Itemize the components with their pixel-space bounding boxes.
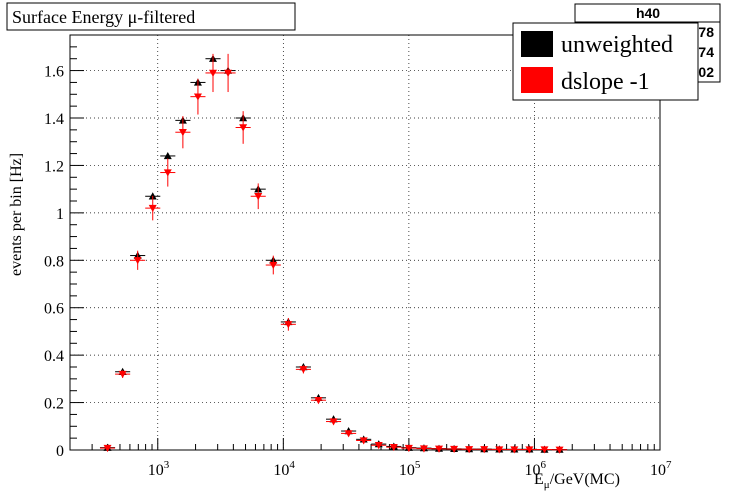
data-point (239, 124, 248, 132)
data-point (329, 418, 338, 426)
y-tick-label: 1 (56, 206, 64, 223)
data-point (465, 446, 474, 454)
legend-label-unweighted: unweighted (561, 32, 673, 58)
x-tick-label: 107 (650, 459, 672, 479)
data-point (133, 257, 142, 265)
data-point (495, 446, 504, 454)
y-tick-label: 0.2 (44, 396, 64, 413)
x-tick-labels: 103 104 105 106 107 (148, 459, 672, 479)
data-point (118, 370, 127, 379)
stats-box-title: h40 (636, 5, 660, 21)
x-axis-label: Eμ/GeV(MC) (534, 471, 620, 491)
data-point (148, 192, 157, 200)
data-point (404, 444, 413, 453)
data-point (269, 261, 278, 270)
data-point (254, 193, 263, 201)
chart-title: Surface Energy μ-filtered (12, 7, 195, 27)
y-tick-label: 0.4 (44, 348, 64, 365)
y-tick-label: 1.6 (44, 64, 64, 81)
y-tick-labels: 0 0.2 0.4 0.6 0.8 1 1.2 1.4 1.6 (44, 64, 64, 460)
data-points (99, 53, 568, 454)
data-point (224, 69, 233, 77)
chart-title-box: Surface Energy μ-filtered (6, 2, 296, 31)
y-tick-label: 0.6 (44, 301, 64, 318)
y-tick-label: 1.4 (44, 111, 64, 128)
data-point (435, 445, 444, 453)
data-point (209, 69, 218, 77)
data-point (359, 437, 368, 445)
data-point (480, 446, 489, 454)
y-tick-label: 0 (56, 443, 64, 460)
data-point (163, 169, 172, 177)
data-point (540, 446, 549, 454)
x-tick-label: 103 (148, 459, 170, 479)
data-point (510, 446, 519, 454)
legend-label-dslope: dslope -1 (561, 69, 650, 95)
data-point (374, 442, 383, 450)
data-point (450, 445, 459, 454)
data-point (344, 430, 353, 438)
legend-swatch-dslope (521, 67, 553, 93)
y-tick-label: 1.2 (44, 158, 64, 175)
data-point (389, 443, 398, 452)
stats-value-2: 74 (698, 44, 714, 60)
legend-swatch-unweighted (521, 31, 553, 57)
data-point (103, 444, 112, 453)
y-axis-label: events per bin [Hz] (8, 153, 25, 276)
data-point (419, 445, 428, 453)
data-point (148, 204, 157, 213)
data-point (163, 151, 172, 160)
y-tick-label: 0.8 (44, 253, 64, 270)
data-point (299, 366, 308, 374)
x-tick-label: 106 (524, 459, 546, 479)
series-dslope (99, 53, 568, 454)
data-point (314, 397, 323, 405)
x-tick-label: 105 (399, 459, 421, 479)
x-tick-label: 104 (273, 459, 295, 479)
y-minor-ticks (70, 46, 84, 451)
data-point (178, 129, 187, 137)
stats-value-1: 78 (698, 24, 714, 40)
data-point (555, 446, 564, 454)
data-point (525, 446, 534, 454)
plot-frame (69, 34, 661, 451)
legend: unweighted dslope -1 (512, 22, 699, 101)
data-point (193, 93, 202, 101)
data-point (284, 321, 293, 329)
stats-value-3: 02 (698, 64, 714, 80)
